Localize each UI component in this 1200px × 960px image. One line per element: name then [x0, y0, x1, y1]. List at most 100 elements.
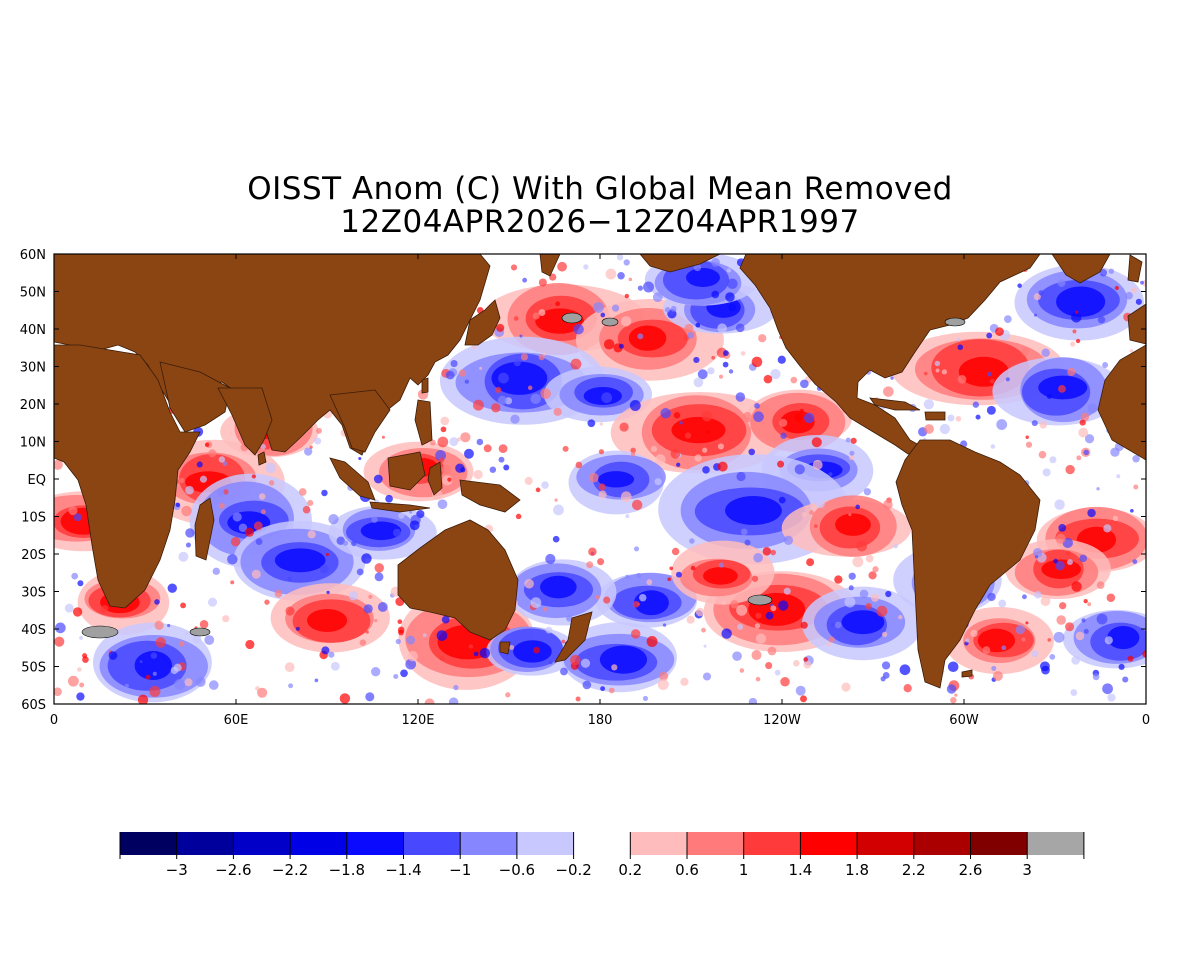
anomaly-speckle — [670, 448, 681, 459]
anomaly-speckle — [204, 442, 210, 448]
anomaly-speckle — [675, 571, 682, 578]
anomaly-speckle — [535, 487, 541, 493]
anomaly-speckle — [751, 575, 759, 582]
anomaly-speckle — [440, 426, 447, 433]
colorbar-cell-cold — [346, 832, 404, 855]
anomaly-patch — [307, 609, 348, 633]
anomaly-speckle — [566, 615, 573, 622]
anomaly-patch — [597, 471, 635, 488]
anomaly-speckle — [145, 674, 151, 680]
anomaly-speckle — [149, 685, 161, 697]
anomaly-speckle — [496, 323, 505, 332]
anomaly-speckle — [196, 461, 203, 468]
anomaly-speckle — [1053, 631, 1065, 643]
anomaly-speckle — [79, 635, 84, 640]
anomaly-speckle — [374, 618, 378, 623]
anomaly-speckle — [1079, 554, 1087, 563]
land-borneo — [387, 451, 426, 491]
anomaly-speckle — [637, 285, 643, 291]
anomaly-speckle — [398, 629, 404, 636]
anomaly-speckle — [624, 293, 630, 299]
anomaly-speckle — [719, 374, 724, 379]
longitude-ticks: 0 60E 120E 180 120W 60W 0 — [50, 254, 1150, 728]
anomaly-speckle — [464, 379, 469, 384]
anomaly-speckle — [445, 370, 455, 380]
anomaly-speckle — [473, 469, 483, 480]
anomaly-speckle — [1056, 615, 1067, 625]
anomaly-speckle — [1001, 645, 1007, 651]
anomaly-speckle — [441, 615, 450, 624]
anomaly-speckle — [520, 353, 529, 361]
land-indochina — [329, 389, 391, 453]
anomaly-speckle — [778, 496, 786, 504]
anomaly-speckle — [625, 574, 630, 579]
colorbar-label: −0.6 — [499, 861, 535, 879]
anomaly-speckle — [972, 401, 980, 408]
anomaly-speckle — [244, 527, 255, 537]
anomaly-speckle — [1058, 384, 1066, 393]
anomaly-speckle — [801, 511, 808, 518]
anomaly-speckle — [855, 504, 861, 510]
anomaly-speckle — [108, 651, 118, 660]
anomaly-speckle — [510, 414, 520, 424]
anomaly-speckle — [703, 644, 707, 648]
anomaly-speckle — [218, 502, 225, 509]
anomaly-speckle — [374, 563, 384, 573]
anomaly-speckle — [154, 599, 160, 605]
anomaly-speckle — [441, 464, 452, 475]
anomaly-speckle — [251, 569, 261, 579]
anomaly-patch — [725, 496, 782, 525]
anomaly-speckle — [924, 424, 934, 434]
anomaly-speckle — [707, 367, 715, 375]
anomaly-speckle — [803, 412, 815, 424]
anomaly-speckle — [1078, 427, 1089, 438]
anomaly-speckle — [258, 493, 266, 500]
anomaly-speckle — [770, 605, 777, 612]
anomaly-speckle — [893, 544, 898, 549]
anomaly-speckle — [363, 604, 373, 614]
anomaly-speckle — [617, 271, 625, 280]
anomaly-speckle — [1108, 268, 1115, 274]
anomaly-speckle — [863, 488, 872, 496]
anomaly-speckle — [510, 264, 518, 271]
anomaly-speckle — [1071, 312, 1082, 323]
anomaly-speckle — [287, 577, 292, 582]
lat-label: 20N — [20, 398, 46, 413]
anomaly-speckle — [664, 307, 671, 313]
anomaly-speckle — [230, 580, 235, 585]
anomaly-speckle — [623, 259, 630, 266]
anomaly-patch — [841, 610, 885, 635]
anomaly-speckle — [173, 663, 182, 672]
colorbar-label: 1.8 — [845, 861, 869, 879]
colorbar-cell-cold — [176, 832, 234, 855]
anomaly-speckle — [947, 661, 959, 673]
anomaly-speckle — [1084, 434, 1095, 444]
anomaly-speckle — [770, 549, 777, 556]
anomaly-speckle — [1058, 524, 1067, 532]
anomaly-speckle — [1033, 293, 1041, 301]
anomaly-speckle — [1072, 329, 1077, 334]
anomaly-speckle — [513, 316, 519, 321]
anomaly-patch — [686, 268, 720, 287]
anomaly-speckle — [1065, 464, 1075, 475]
anomaly-speckle — [304, 447, 313, 456]
anomaly-speckle — [848, 454, 855, 461]
anomaly-speckle — [1096, 613, 1108, 625]
colorbar-cell-warm — [687, 832, 744, 855]
anomaly-speckle — [207, 597, 218, 607]
colorbar-label: −3 — [166, 861, 188, 879]
anomaly-speckle — [483, 444, 492, 453]
anomaly-speckle — [1038, 290, 1044, 296]
anomaly-speckle — [1053, 558, 1058, 564]
anomaly-speckle — [491, 403, 501, 413]
anomaly-speckle — [155, 637, 167, 648]
anomaly-speckle — [1021, 347, 1030, 356]
anomaly-speckle — [562, 445, 569, 452]
anomaly-speckle — [755, 612, 762, 619]
anomaly-speckle — [754, 402, 760, 409]
anomaly-speckle — [540, 388, 552, 400]
anomaly-speckle — [597, 558, 605, 566]
land-greenland — [1051, 254, 1111, 284]
anomaly-speckle — [1034, 591, 1042, 599]
anomaly-speckle — [765, 611, 774, 620]
